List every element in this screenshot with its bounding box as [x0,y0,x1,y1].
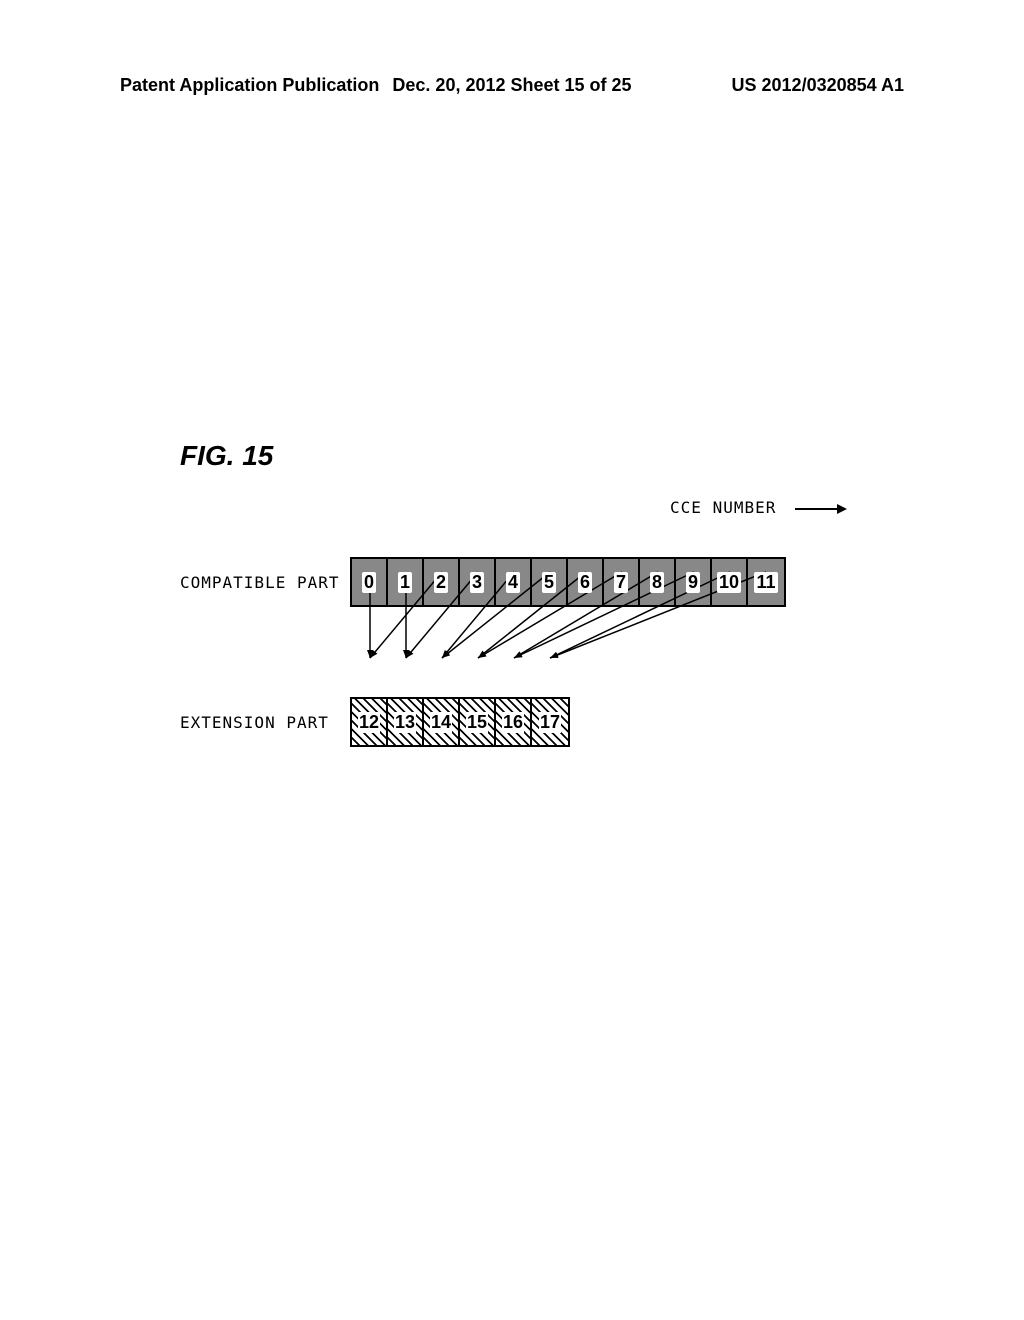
compatible-cell: 2 [424,559,460,605]
cell-number: 12 [358,712,380,733]
cell-number: 10 [717,572,741,593]
page-header: Patent Application Publication Dec. 20, … [0,75,1024,96]
cell-number: 11 [754,572,777,593]
extension-cell: 14 [424,699,460,745]
compatible-row: COMPATIBLE PART 0 1 2 3 4 5 6 7 8 9 10 11 [180,557,880,607]
extension-cell: 17 [532,699,568,745]
cell-number: 15 [466,712,488,733]
cell-number: 7 [614,572,628,593]
cell-number: 9 [686,572,700,593]
cce-number-label: CCE NUMBER [670,498,845,517]
extension-row: EXTENSION PART 12 13 14 15 16 17 [180,697,880,747]
compatible-label: COMPATIBLE PART [180,573,350,592]
cell-number: 3 [470,572,484,593]
compatible-cell: 9 [676,559,712,605]
cell-number: 4 [506,572,520,593]
compatible-cell: 3 [460,559,496,605]
cell-number: 2 [434,572,448,593]
compatible-cell: 11 [748,559,784,605]
header-right: US 2012/0320854 A1 [643,75,904,96]
cell-number: 17 [539,712,561,733]
extension-cell: 15 [460,699,496,745]
cell-number: 6 [578,572,592,593]
compatible-cell: 10 [712,559,748,605]
arrow-right-icon [795,508,845,510]
compatible-cell: 5 [532,559,568,605]
extension-cell: 12 [352,699,388,745]
figure-label: FIG. 15 [180,440,880,472]
compatible-cell: 0 [352,559,388,605]
cell-number: 13 [394,712,416,733]
cell-number: 1 [398,572,412,593]
extension-cell: 16 [496,699,532,745]
cell-number: 14 [430,712,452,733]
compatible-cell: 8 [640,559,676,605]
compatible-cell: 1 [388,559,424,605]
cce-text: CCE NUMBER [670,498,776,517]
compatible-cell: 7 [604,559,640,605]
compatible-cell: 4 [496,559,532,605]
header-left: Patent Application Publication [120,75,381,96]
compatible-cell: 6 [568,559,604,605]
extension-cells: 12 13 14 15 16 17 [350,697,570,747]
cell-number: 8 [650,572,664,593]
cell-number: 5 [542,572,556,593]
figure-container: FIG. 15 CCE NUMBER COMPATIBLE PART 01234… [180,440,880,747]
compatible-cells: 0 1 2 3 4 5 6 7 8 9 10 11 [350,557,786,607]
extension-label: EXTENSION PART [180,713,350,732]
extension-cell: 13 [388,699,424,745]
cell-number: 16 [502,712,524,733]
cell-number: 0 [362,572,376,593]
header-center: Dec. 20, 2012 Sheet 15 of 25 [381,75,642,96]
